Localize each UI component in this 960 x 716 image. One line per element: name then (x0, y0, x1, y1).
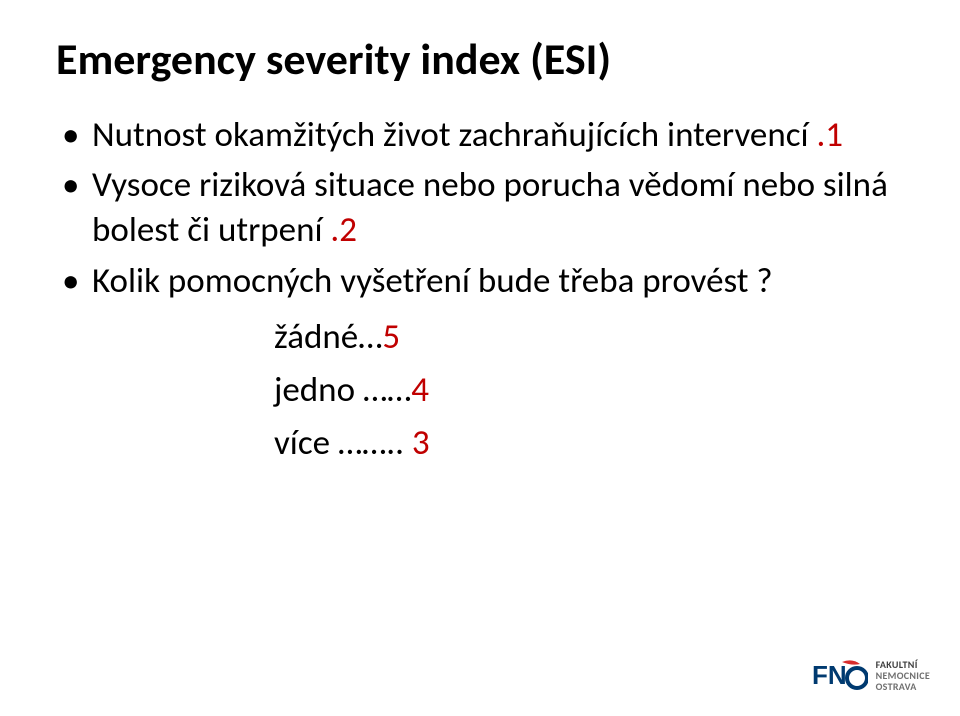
slide-title: Emergency severity index (ESI) (56, 34, 904, 85)
bullet-list: Nutnost okamžitých život zachraňujících … (62, 113, 904, 304)
logo-line: FAKULTNÍ (876, 659, 930, 670)
sub-line: žádné…5 (274, 314, 904, 361)
logo-line: NEMOCNICE (876, 670, 930, 681)
sub-line: jedno ……4 (274, 367, 904, 414)
sub-value: 5 (382, 316, 400, 358)
logo-line: OSTRAVA (876, 681, 930, 692)
bullet-item: Nutnost okamžitých život zachraňujících … (62, 113, 904, 158)
bullet-suffix: .1 (816, 114, 843, 156)
bullet-text: Nutnost okamžitých život zachraňujících … (92, 114, 816, 156)
logo-text: FAKULTNÍ NEMOCNICE OSTRAVA (876, 659, 930, 692)
hospital-logo-icon: FN (812, 654, 868, 696)
logo: FN FAKULTNÍ NEMOCNICE OSTRAVA (812, 654, 930, 696)
sub-label: žádné (274, 316, 358, 358)
sub-list: žádné…5 jedno ……4 více …….. 3 (274, 314, 904, 468)
slide: Emergency severity index (ESI) Nutnost o… (0, 0, 960, 716)
bullet-suffix: .2 (330, 209, 357, 251)
sub-dots: … (358, 316, 382, 358)
sub-value: 4 (411, 369, 429, 411)
bullet-text: Kolik pomocných vyšetření bude třeba pro… (92, 260, 773, 302)
sub-dots: …… (363, 369, 411, 411)
sub-value: 3 (404, 422, 430, 464)
bullet-item: Kolik pomocných vyšetření bude třeba pro… (62, 259, 904, 304)
svg-text:FN: FN (812, 660, 847, 690)
sub-line: více …….. 3 (274, 420, 904, 467)
bullet-item: Vysoce riziková situace nebo porucha věd… (62, 163, 904, 253)
sub-label: více (274, 422, 338, 464)
bullet-text: Vysoce riziková situace nebo porucha věd… (92, 164, 888, 251)
sub-label: jedno (274, 369, 363, 411)
sub-dots: …….. (338, 422, 404, 464)
